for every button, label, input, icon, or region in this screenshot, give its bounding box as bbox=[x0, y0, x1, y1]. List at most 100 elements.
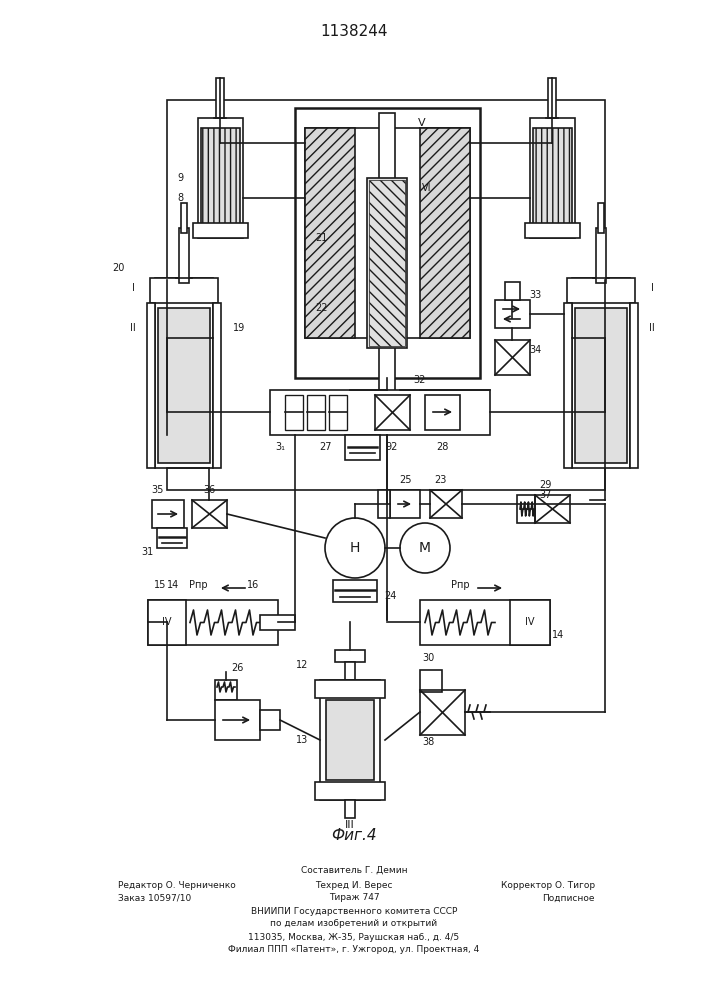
Text: H: H bbox=[350, 541, 360, 555]
Bar bbox=[345, 435, 380, 460]
Text: 13: 13 bbox=[296, 735, 308, 745]
Bar bbox=[420, 600, 550, 645]
Bar bbox=[425, 395, 460, 430]
Text: 92: 92 bbox=[386, 442, 398, 452]
Text: 28: 28 bbox=[436, 442, 448, 452]
Text: 32: 32 bbox=[414, 375, 426, 385]
Circle shape bbox=[325, 518, 385, 578]
Bar bbox=[148, 600, 186, 645]
Bar bbox=[345, 800, 355, 818]
Bar bbox=[216, 78, 224, 118]
Text: Заказ 10597/10: Заказ 10597/10 bbox=[118, 894, 192, 902]
Bar bbox=[295, 108, 480, 378]
Bar bbox=[525, 223, 580, 238]
Text: 35: 35 bbox=[151, 485, 163, 495]
Bar bbox=[533, 128, 572, 228]
Bar bbox=[270, 390, 490, 435]
Text: I: I bbox=[650, 283, 653, 293]
Bar bbox=[564, 303, 572, 468]
Bar bbox=[260, 615, 295, 630]
Text: 20: 20 bbox=[112, 263, 125, 273]
Bar bbox=[198, 118, 243, 238]
Bar bbox=[567, 278, 635, 303]
Bar bbox=[215, 700, 260, 740]
Text: 31: 31 bbox=[141, 547, 153, 557]
Text: 19: 19 bbox=[233, 323, 245, 333]
Text: 37: 37 bbox=[539, 490, 551, 500]
Bar bbox=[157, 528, 187, 548]
Bar bbox=[315, 782, 385, 800]
Text: 9: 9 bbox=[177, 173, 183, 183]
Bar bbox=[158, 308, 210, 463]
Bar bbox=[305, 128, 355, 338]
Bar bbox=[495, 340, 530, 375]
Bar bbox=[260, 710, 280, 730]
Bar bbox=[192, 500, 227, 528]
Text: IV: IV bbox=[162, 617, 172, 627]
Text: 1138244: 1138244 bbox=[320, 24, 387, 39]
Bar bbox=[390, 490, 420, 518]
Bar bbox=[430, 490, 462, 518]
Text: Pпр: Pпр bbox=[189, 580, 207, 590]
Text: 3₁: 3₁ bbox=[275, 442, 285, 452]
Text: I: I bbox=[132, 283, 134, 293]
Text: Составитель Г. Демин: Составитель Г. Демин bbox=[300, 865, 407, 874]
Text: V: V bbox=[418, 118, 426, 128]
Bar bbox=[215, 680, 237, 700]
Text: 29: 29 bbox=[539, 480, 551, 490]
Bar bbox=[510, 600, 550, 645]
Bar bbox=[379, 113, 395, 408]
Bar bbox=[367, 178, 407, 348]
Bar bbox=[150, 278, 218, 303]
Text: Техред И. Верес: Техред И. Верес bbox=[315, 880, 393, 890]
Text: 26: 26 bbox=[230, 663, 243, 673]
Bar bbox=[517, 495, 535, 523]
Bar bbox=[375, 395, 410, 430]
Bar bbox=[320, 680, 380, 800]
Text: III: III bbox=[345, 820, 355, 830]
Bar bbox=[326, 700, 374, 780]
Bar bbox=[505, 282, 520, 300]
Text: по делам изобретений и открытий: по делам изобретений и открытий bbox=[271, 920, 438, 928]
Bar bbox=[420, 670, 442, 692]
Bar bbox=[193, 223, 248, 238]
Bar bbox=[285, 395, 303, 430]
Bar bbox=[335, 650, 365, 662]
Text: 34: 34 bbox=[529, 345, 541, 355]
Text: ВНИИПИ Государственного комитета СССР: ВНИИПИ Государственного комитета СССР bbox=[251, 908, 457, 916]
Bar bbox=[572, 278, 630, 468]
Text: 22: 22 bbox=[315, 303, 327, 313]
Bar bbox=[148, 600, 278, 645]
Bar bbox=[333, 580, 377, 602]
Bar bbox=[420, 128, 470, 338]
Bar bbox=[345, 662, 355, 680]
Text: 30: 30 bbox=[422, 653, 434, 663]
Text: Филиал ППП «Патент», г. Ужгород, ул. Проектная, 4: Филиал ППП «Патент», г. Ужгород, ул. Про… bbox=[228, 946, 479, 954]
Text: 23: 23 bbox=[434, 475, 446, 485]
Text: IV: IV bbox=[525, 617, 534, 627]
Bar bbox=[329, 395, 347, 430]
Text: M: M bbox=[419, 541, 431, 555]
Text: Pпр: Pпр bbox=[450, 580, 469, 590]
Text: II: II bbox=[649, 323, 655, 333]
Text: Фиг.4: Фиг.4 bbox=[331, 828, 377, 842]
Bar bbox=[201, 128, 240, 228]
Text: II: II bbox=[130, 323, 136, 333]
Text: 15: 15 bbox=[154, 580, 166, 590]
Bar bbox=[152, 500, 184, 528]
Text: 14: 14 bbox=[552, 630, 564, 640]
Text: 36: 36 bbox=[203, 485, 215, 495]
Bar bbox=[315, 680, 385, 698]
Text: 25: 25 bbox=[399, 475, 411, 485]
Bar bbox=[495, 300, 530, 328]
Text: 21: 21 bbox=[315, 233, 327, 243]
Text: Редактор О. Черниченко: Редактор О. Черниченко bbox=[118, 880, 235, 890]
Text: Тираж 747: Тираж 747 bbox=[329, 894, 380, 902]
Bar bbox=[147, 303, 155, 468]
Text: Подписное: Подписное bbox=[542, 894, 595, 902]
Bar bbox=[369, 180, 405, 346]
Text: 113035, Москва, Ж-35, Раушская наб., д. 4/5: 113035, Москва, Ж-35, Раушская наб., д. … bbox=[248, 932, 460, 942]
Text: Корректор О. Тигор: Корректор О. Тигор bbox=[501, 880, 595, 890]
Bar bbox=[548, 78, 556, 118]
Bar bbox=[420, 690, 465, 735]
